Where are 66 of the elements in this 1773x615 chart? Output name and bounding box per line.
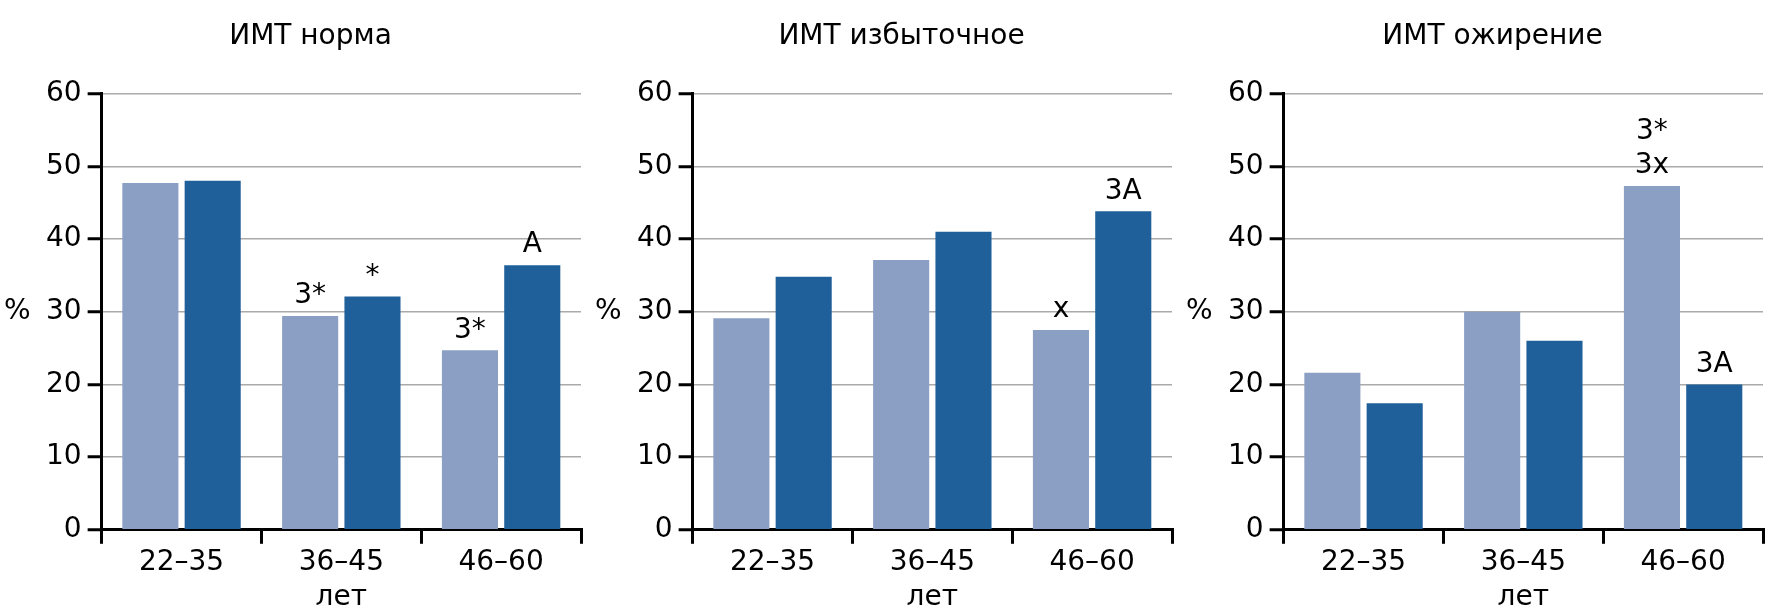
y-tick-label: 60 [1227, 74, 1264, 108]
x-tick-label: 22–35 [1320, 543, 1407, 577]
bar [504, 265, 561, 530]
bar [713, 318, 770, 530]
annotation: 3x [1634, 147, 1670, 181]
bar [1032, 329, 1089, 530]
y-tick-label: 60 [45, 74, 82, 108]
y-axis-title: % [595, 292, 622, 326]
y-tick-label: 30 [45, 292, 82, 326]
y-axis-title: % [4, 292, 31, 326]
bar [935, 231, 992, 530]
bar [344, 296, 401, 530]
y-tick-label: 50 [636, 147, 673, 181]
annotation: A [522, 226, 542, 260]
x-tick-label: 36–45 [889, 543, 975, 577]
x-axis-title: лет [906, 579, 959, 613]
y-tick-label: 0 [654, 511, 673, 545]
annotation: 3A [1104, 172, 1142, 206]
annotation: x [1052, 291, 1070, 325]
y-tick-label: 20 [636, 365, 673, 399]
y-tick-label: 0 [1245, 511, 1264, 545]
x-tick-label: 22–35 [729, 543, 816, 577]
y-tick-label: 40 [636, 220, 673, 254]
bar [1464, 311, 1521, 530]
bar [1304, 372, 1361, 530]
y-tick-label: 10 [636, 438, 673, 472]
bar [1526, 340, 1583, 530]
bar [873, 260, 930, 530]
chart-title: ИМТ ожирение [1382, 18, 1603, 52]
y-tick-label: 30 [636, 292, 673, 326]
x-tick-label: 46–60 [1049, 543, 1135, 577]
bar [1686, 384, 1743, 530]
x-tick-label: 36–45 [298, 543, 384, 577]
x-tick-label: 22–35 [138, 543, 225, 577]
bar [441, 350, 498, 530]
bar [282, 316, 339, 530]
annotation: * [365, 257, 380, 291]
y-tick-label: 50 [1227, 147, 1264, 181]
bar [1366, 403, 1423, 530]
y-tick-label: 60 [636, 74, 673, 108]
x-axis-title: лет [315, 579, 368, 613]
annotation: 3* [454, 311, 486, 345]
y-tick-label: 40 [45, 220, 82, 254]
y-tick-label: 10 [1227, 438, 1264, 472]
annotation: 3* [1636, 113, 1668, 147]
y-axis-title: % [1186, 292, 1213, 326]
y-tick-label: 40 [1227, 220, 1264, 254]
y-tick-label: 0 [63, 511, 82, 545]
chart-title: ИМТ норма [229, 18, 392, 52]
chart-title: ИМТ избыточное [778, 18, 1025, 52]
annotation: 3* [294, 277, 327, 311]
bar [1623, 185, 1680, 530]
y-tick-label: 20 [1227, 365, 1264, 399]
y-tick-label: 20 [45, 365, 82, 399]
x-axis-title: лет [1497, 579, 1550, 613]
x-tick-label: 46–60 [458, 543, 544, 577]
x-tick-label: 46–60 [1640, 543, 1726, 577]
bar [1095, 211, 1152, 530]
x-tick-label: 36–45 [1480, 543, 1566, 577]
y-tick-label: 10 [45, 438, 82, 472]
bar [184, 180, 241, 530]
y-tick-label: 30 [1227, 292, 1264, 326]
y-tick-label: 50 [45, 147, 82, 181]
bar [122, 183, 179, 530]
bar [775, 276, 832, 530]
annotation: 3A [1695, 345, 1733, 379]
